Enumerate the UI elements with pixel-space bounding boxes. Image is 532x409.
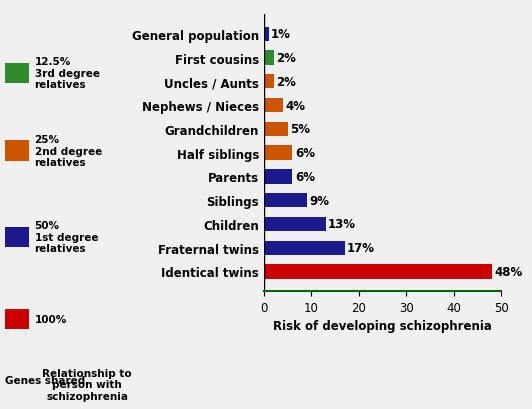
X-axis label: Risk of developing schizophrenia: Risk of developing schizophrenia	[273, 320, 492, 333]
Text: 2%: 2%	[276, 52, 296, 65]
Bar	[264, 122, 288, 137]
Text: Genes shared: Genes shared	[5, 375, 86, 385]
Text: 50%
1st degree
relatives: 50% 1st degree relatives	[35, 221, 98, 254]
Bar	[264, 241, 345, 255]
Bar	[264, 170, 293, 184]
Text: 9%: 9%	[309, 194, 329, 207]
Bar	[264, 27, 269, 42]
Bar	[264, 265, 492, 279]
Text: 12.5%
3rd degree
relatives: 12.5% 3rd degree relatives	[35, 57, 99, 90]
Bar	[264, 146, 293, 160]
Text: 2%: 2%	[276, 76, 296, 89]
Bar	[264, 75, 273, 89]
Bar	[264, 217, 326, 231]
Text: 17%: 17%	[347, 242, 375, 254]
Text: 4%: 4%	[285, 99, 305, 112]
Bar	[264, 193, 307, 208]
Text: 6%: 6%	[295, 147, 315, 160]
Text: 1%: 1%	[271, 28, 291, 41]
Bar	[264, 51, 273, 65]
Text: 25%
2nd degree
relatives: 25% 2nd degree relatives	[35, 135, 102, 168]
Text: 48%: 48%	[494, 265, 522, 278]
Text: 100%: 100%	[35, 314, 67, 324]
Text: Relationship to
person with
schizophrenia: Relationship to person with schizophreni…	[43, 368, 132, 401]
Text: 5%: 5%	[290, 123, 310, 136]
Bar	[264, 99, 283, 113]
Text: 6%: 6%	[295, 171, 315, 184]
Text: 13%: 13%	[328, 218, 356, 231]
